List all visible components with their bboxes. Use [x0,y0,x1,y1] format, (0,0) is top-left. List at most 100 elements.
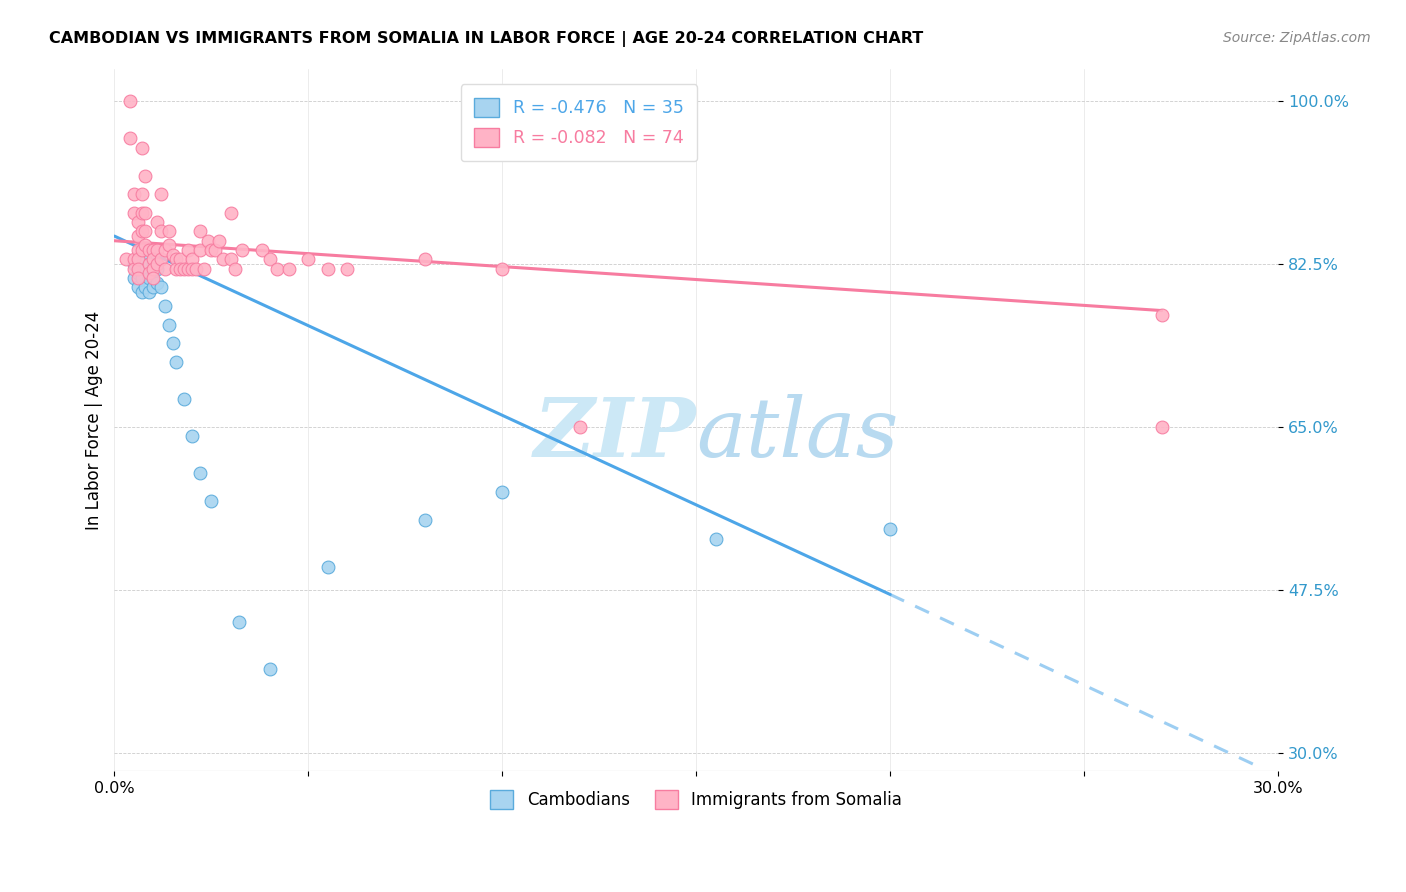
Point [142,261,165,276]
Text: atlas: atlas [696,394,898,474]
Point [413,252,436,267]
Point [413,513,436,527]
Point [146,261,169,276]
Point [491,261,513,276]
Point [181,252,204,267]
Text: ZIP: ZIP [534,394,696,474]
Point [266,261,288,276]
Point [138,257,160,271]
Point [153,261,176,276]
Point [188,224,211,238]
Point [127,243,149,257]
Point [157,224,180,238]
Point [122,271,145,285]
Point [297,252,319,267]
Point [127,252,149,267]
Point [200,243,222,257]
Point [138,257,160,271]
Point [149,252,172,267]
Point [316,559,339,574]
Point [166,355,188,369]
Point [704,532,727,546]
Point [336,261,359,276]
Point [149,280,172,294]
Point [127,266,149,280]
Point [157,238,180,252]
Point [879,522,901,536]
Point [1150,420,1173,434]
Point [177,261,200,276]
Point [1150,308,1173,322]
Point [131,243,153,257]
Point [134,280,156,294]
Point [134,238,156,252]
Point [131,206,153,220]
Point [122,257,145,271]
Point [316,261,339,276]
Point [131,187,153,202]
Point [131,285,153,299]
Point [200,494,222,508]
Point [134,224,156,238]
Point [208,234,231,248]
Point [142,266,165,280]
Y-axis label: In Labor Force | Age 20-24: In Labor Force | Age 20-24 [86,310,103,530]
Point [146,257,169,271]
Point [122,206,145,220]
Point [146,276,169,290]
Point [134,252,156,267]
Point [491,485,513,500]
Legend: Cambodians, Immigrants from Somalia: Cambodians, Immigrants from Somalia [484,784,910,816]
Point [184,261,207,276]
Point [197,234,219,248]
Point [127,280,149,294]
Point [146,215,169,229]
Point [181,261,204,276]
Point [142,243,165,257]
Point [162,336,184,351]
Text: Source: ZipAtlas.com: Source: ZipAtlas.com [1223,31,1371,45]
Point [122,187,145,202]
Point [149,187,172,202]
Point [115,252,138,267]
Point [127,252,149,267]
Point [131,224,153,238]
Point [181,429,204,443]
Point [122,261,145,276]
Point [138,285,160,299]
Point [162,248,184,262]
Point [219,206,242,220]
Point [278,261,301,276]
Point [153,299,176,313]
Text: CAMBODIAN VS IMMIGRANTS FROM SOMALIA IN LABOR FORCE | AGE 20-24 CORRELATION CHAR: CAMBODIAN VS IMMIGRANTS FROM SOMALIA IN … [49,31,924,47]
Point [224,261,246,276]
Point [231,243,253,257]
Point [228,615,250,630]
Point [118,94,141,108]
Point [212,252,235,267]
Point [149,224,172,238]
Point [127,215,149,229]
Point [177,243,200,257]
Point [138,271,160,285]
Point [118,131,141,145]
Point [259,252,281,267]
Point [127,229,149,244]
Point [131,257,153,271]
Point [131,141,153,155]
Point [157,318,180,332]
Point [193,261,215,276]
Point [134,206,156,220]
Point [142,257,165,271]
Point [166,252,188,267]
Point [138,266,160,280]
Point [142,252,165,267]
Point [568,420,591,434]
Point [146,243,169,257]
Point [173,261,195,276]
Point [188,467,211,481]
Point [153,243,176,257]
Point [134,169,156,183]
Point [166,261,188,276]
Point [134,261,156,276]
